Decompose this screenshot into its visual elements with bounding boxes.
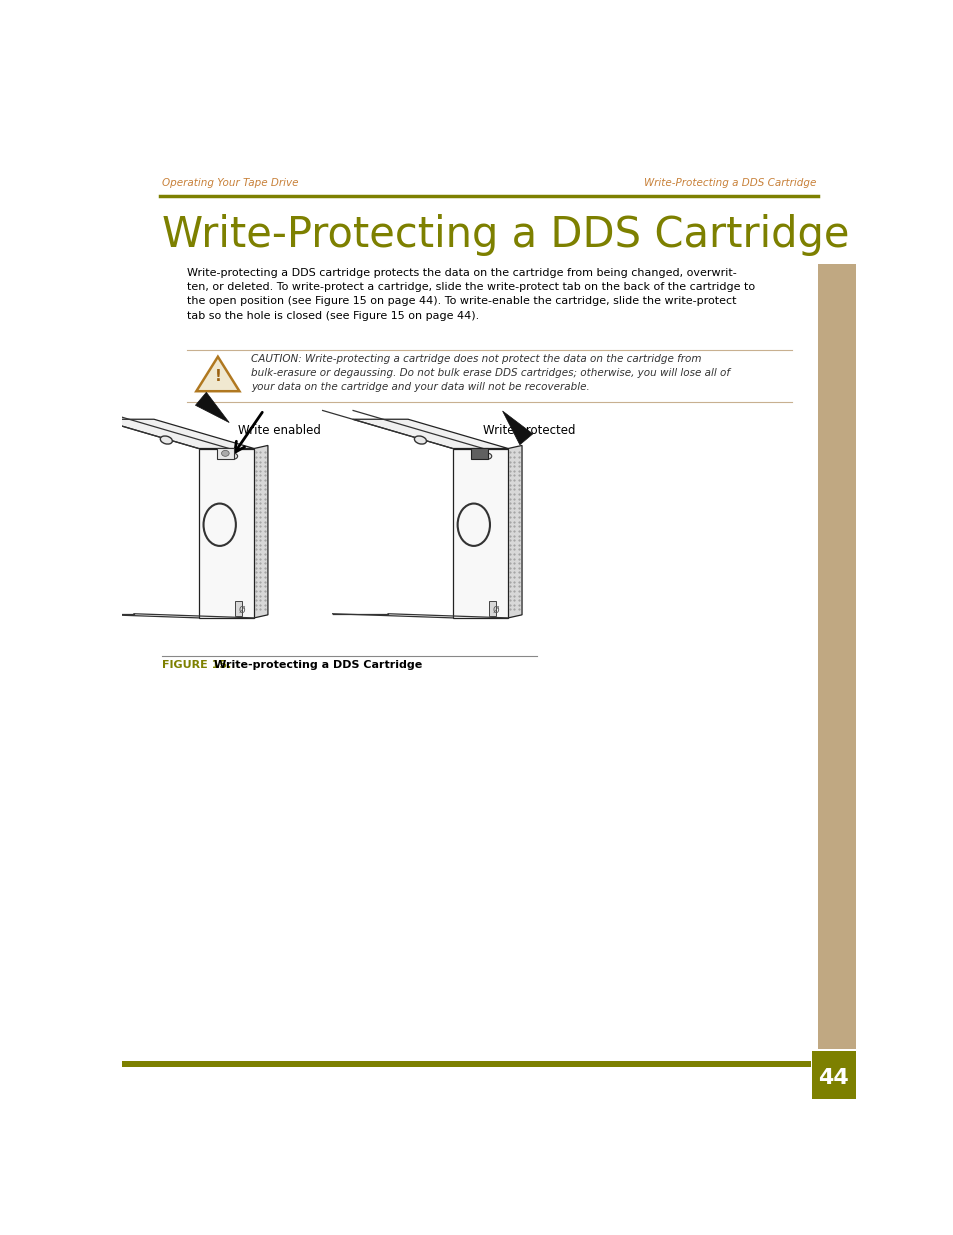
Text: Write enabled: Write enabled — [238, 424, 320, 437]
Text: Write-protecting a DDS Cartridge: Write-protecting a DDS Cartridge — [213, 661, 422, 671]
Polygon shape — [471, 448, 487, 458]
Polygon shape — [453, 448, 508, 618]
Polygon shape — [234, 601, 242, 616]
Polygon shape — [353, 419, 508, 448]
Polygon shape — [253, 446, 268, 618]
Ellipse shape — [228, 453, 237, 459]
FancyBboxPatch shape — [811, 1051, 856, 1099]
Text: Write-Protecting a DDS Cartridge: Write-Protecting a DDS Cartridge — [161, 214, 848, 256]
Ellipse shape — [482, 453, 491, 459]
Text: !: ! — [214, 368, 221, 384]
Polygon shape — [216, 448, 233, 458]
Text: FIGURE 15.: FIGURE 15. — [161, 661, 231, 671]
Ellipse shape — [414, 436, 426, 445]
Text: Write protected: Write protected — [483, 424, 576, 437]
Polygon shape — [488, 601, 496, 616]
Ellipse shape — [221, 450, 231, 456]
Polygon shape — [98, 419, 253, 448]
Polygon shape — [195, 393, 229, 422]
Polygon shape — [502, 411, 532, 445]
FancyBboxPatch shape — [818, 264, 856, 1049]
FancyBboxPatch shape — [121, 1061, 810, 1067]
Text: Ø: Ø — [238, 605, 245, 615]
Polygon shape — [198, 448, 253, 618]
Text: Write-protecting a DDS cartridge protects the data on the cartridge from being c: Write-protecting a DDS cartridge protect… — [187, 268, 755, 321]
Polygon shape — [508, 446, 521, 618]
Text: 44: 44 — [818, 1068, 848, 1088]
Text: Ø: Ø — [492, 605, 498, 615]
Ellipse shape — [221, 451, 229, 456]
Polygon shape — [196, 357, 239, 391]
Text: CAUTION: Write-protecting a cartridge does not protect the data on the cartridge: CAUTION: Write-protecting a cartridge do… — [251, 353, 729, 391]
Ellipse shape — [476, 450, 484, 456]
Text: Operating Your Tape Drive: Operating Your Tape Drive — [161, 178, 298, 188]
Ellipse shape — [160, 436, 172, 445]
Text: Write-Protecting a DDS Cartridge: Write-Protecting a DDS Cartridge — [643, 178, 816, 188]
